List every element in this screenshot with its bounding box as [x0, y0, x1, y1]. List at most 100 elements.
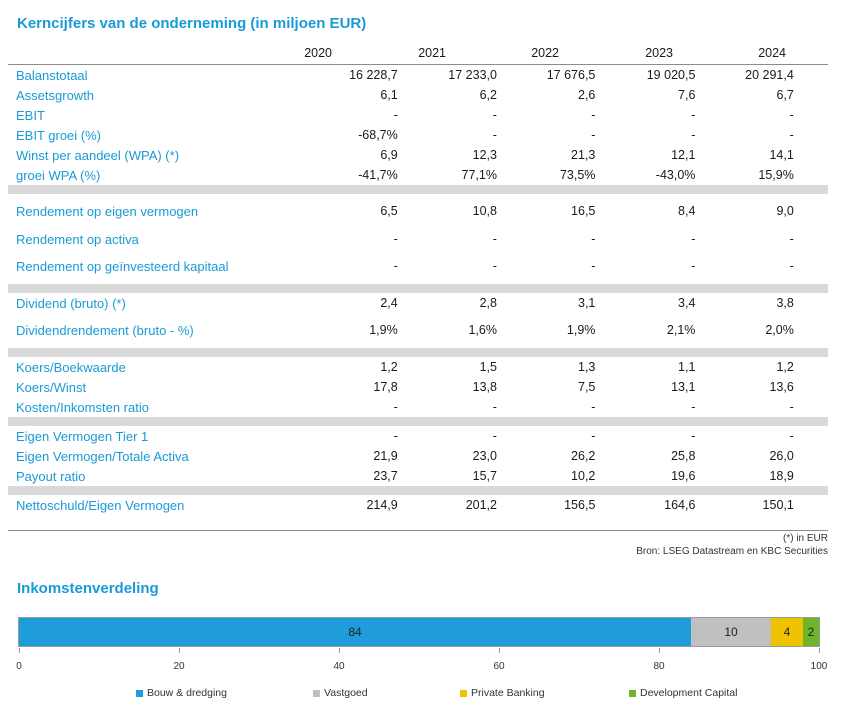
cell-value: 2,6	[578, 87, 596, 102]
group-separator	[8, 348, 828, 357]
axis-tick-mark	[339, 648, 340, 653]
cell-value: -	[591, 399, 596, 414]
cell-value: 13,8	[472, 379, 497, 394]
table-row: Rendement op eigen vermogen 6,5 10,8 16,5 8,…	[8, 194, 828, 229]
cell-value: -	[393, 107, 398, 122]
row-label: Eigen Vermogen Tier 1	[16, 428, 149, 444]
axis-tick-mark	[659, 648, 660, 653]
axis-tick-mark	[19, 648, 20, 653]
cell-value: -	[492, 399, 497, 414]
row-label: Koers/Winst	[16, 379, 87, 395]
cell-value: 1,9%	[566, 323, 596, 337]
table-row: Nettoschuld/Eigen Vermogen 214,9 201,2 156,…	[8, 495, 828, 515]
cell-value: -	[691, 231, 696, 246]
income-distribution-bar: 84 10 4 2	[18, 617, 820, 647]
row-label: Nettoschuld/Eigen Vermogen	[16, 497, 185, 513]
cell-value: 2,4	[380, 295, 398, 310]
cell-value: 23,7	[373, 468, 398, 483]
year-header-2020: 2020	[304, 46, 332, 60]
cell-value: -	[789, 127, 794, 142]
table-row: Payout ratio 23,7 15,7 10,2 19,6 18,9	[8, 466, 828, 486]
cell-value: 13,6	[769, 379, 794, 394]
cell-value: 1,6%	[468, 323, 497, 337]
cell-value: -	[591, 428, 596, 443]
axis-tick-mark	[499, 648, 500, 653]
cell-value: -	[492, 259, 497, 273]
axis-tick-label: 80	[653, 661, 665, 672]
table-row: Koers/Winst 17,8 13,8 7,5 13,1 13,6	[8, 377, 828, 397]
cell-value: -	[492, 127, 497, 142]
cell-value: 20 291,4	[695, 64, 794, 85]
row-label: Dividend (bruto) (*)	[16, 295, 126, 311]
row-label: Rendement op geïnvesteerd kapitaal	[16, 259, 229, 274]
cell-value: 10,2	[571, 468, 596, 483]
table-row: Balanstotaal 16 228,7 17 233,0 17 676,5 19 0…	[8, 64, 828, 85]
cell-value: -68,7%	[358, 127, 398, 142]
cell-value: 19 020,5	[595, 64, 696, 85]
cell-value: 1,1	[678, 359, 696, 374]
cell-value: 12,3	[472, 147, 497, 162]
legend-swatch	[460, 689, 467, 697]
group-separator	[8, 417, 828, 426]
bar-segment-private-banking: 4	[771, 618, 803, 646]
legend-label: Bouw & dredging	[147, 687, 227, 699]
cell-value: 17,8	[373, 379, 398, 394]
row-label: Kosten/Inkomsten ratio	[16, 399, 149, 415]
axis-tick-mark	[819, 648, 820, 653]
cell-value: -	[591, 107, 596, 122]
cell-value: -	[691, 428, 696, 443]
cell-value: 77,1%	[461, 167, 497, 182]
cell-value: 15,9%	[758, 167, 794, 182]
table-row: groei WPA (%) -41,7% 77,1% 73,5% -43,0% 15,9%	[8, 165, 828, 185]
cell-value: 3,4	[678, 295, 696, 310]
cell-value: -	[393, 259, 398, 273]
table-row: Dividend (bruto) (*) 2,4 2,8 3,1 3,4 3,8	[8, 293, 828, 313]
table-bottom-rule	[8, 530, 828, 531]
row-label: Rendement op activa	[16, 231, 139, 247]
bar-segment-bouw-dredging: 84	[19, 618, 691, 646]
bar-segment-development-capital: 2	[803, 618, 819, 646]
row-label: EBIT groei (%)	[16, 127, 102, 143]
table-row: Rendement op geïnvesteerd kapitaal - - - - -	[8, 249, 828, 284]
table-row: Eigen Vermogen/Totale Activa 21,9 23,0 26,2…	[8, 446, 828, 466]
cell-value: 6,9	[380, 147, 398, 162]
axis-tick-mark	[179, 648, 180, 653]
cell-value: 1,2	[380, 359, 398, 374]
year-header-2024: 2024	[758, 46, 786, 60]
row-label: Balanstotaal	[8, 64, 323, 85]
cell-value: 12,1	[671, 147, 696, 162]
cell-value: -	[789, 259, 794, 273]
cell-value: 23,0	[472, 448, 497, 463]
row-label: Assetsgrowth	[16, 87, 95, 103]
cell-value: -	[492, 231, 497, 246]
cell-value: 26,2	[571, 448, 596, 463]
row-label: Rendement op eigen vermogen	[16, 204, 199, 219]
legend-item: Vastgoed	[313, 687, 368, 699]
cell-value: 18,9	[769, 468, 794, 483]
cell-value: 6,7	[776, 87, 794, 102]
page-title: Kerncijfers van de onderneming (in miljo…	[17, 15, 367, 32]
footnote: (*) in EUR	[782, 533, 828, 544]
cell-value: 9,0	[776, 204, 794, 218]
legend-swatch	[313, 689, 320, 697]
legend-item: Development Capital	[629, 687, 737, 699]
cell-value: -43,0%	[655, 167, 696, 182]
row-label: EBIT	[16, 107, 45, 123]
cell-value: 14,1	[769, 147, 794, 162]
row-label: Koers/Boekwaarde	[16, 359, 126, 375]
cell-value: 16 228,7	[322, 64, 398, 85]
key-figures-table: Balanstotaal 16 228,7 17 233,0 17 676,5 19 0…	[8, 64, 828, 515]
group-separator	[8, 185, 828, 194]
axis-tick-label: 0	[16, 661, 22, 672]
cell-value: 25,8	[671, 448, 696, 463]
cell-value: 19,6	[671, 468, 696, 483]
cell-value: -	[393, 399, 398, 414]
cell-value: 73,5%	[559, 167, 596, 182]
table-row: Koers/Boekwaarde 1,2 1,5 1,3 1,1 1,2	[8, 357, 828, 377]
cell-value: 1,2	[776, 359, 794, 374]
cell-value: 21,9	[373, 448, 398, 463]
axis-tick-label: 100	[810, 661, 828, 672]
cell-value: 7,5	[578, 379, 596, 394]
cell-value: -	[691, 127, 696, 142]
legend-label: Private Banking	[471, 687, 545, 699]
